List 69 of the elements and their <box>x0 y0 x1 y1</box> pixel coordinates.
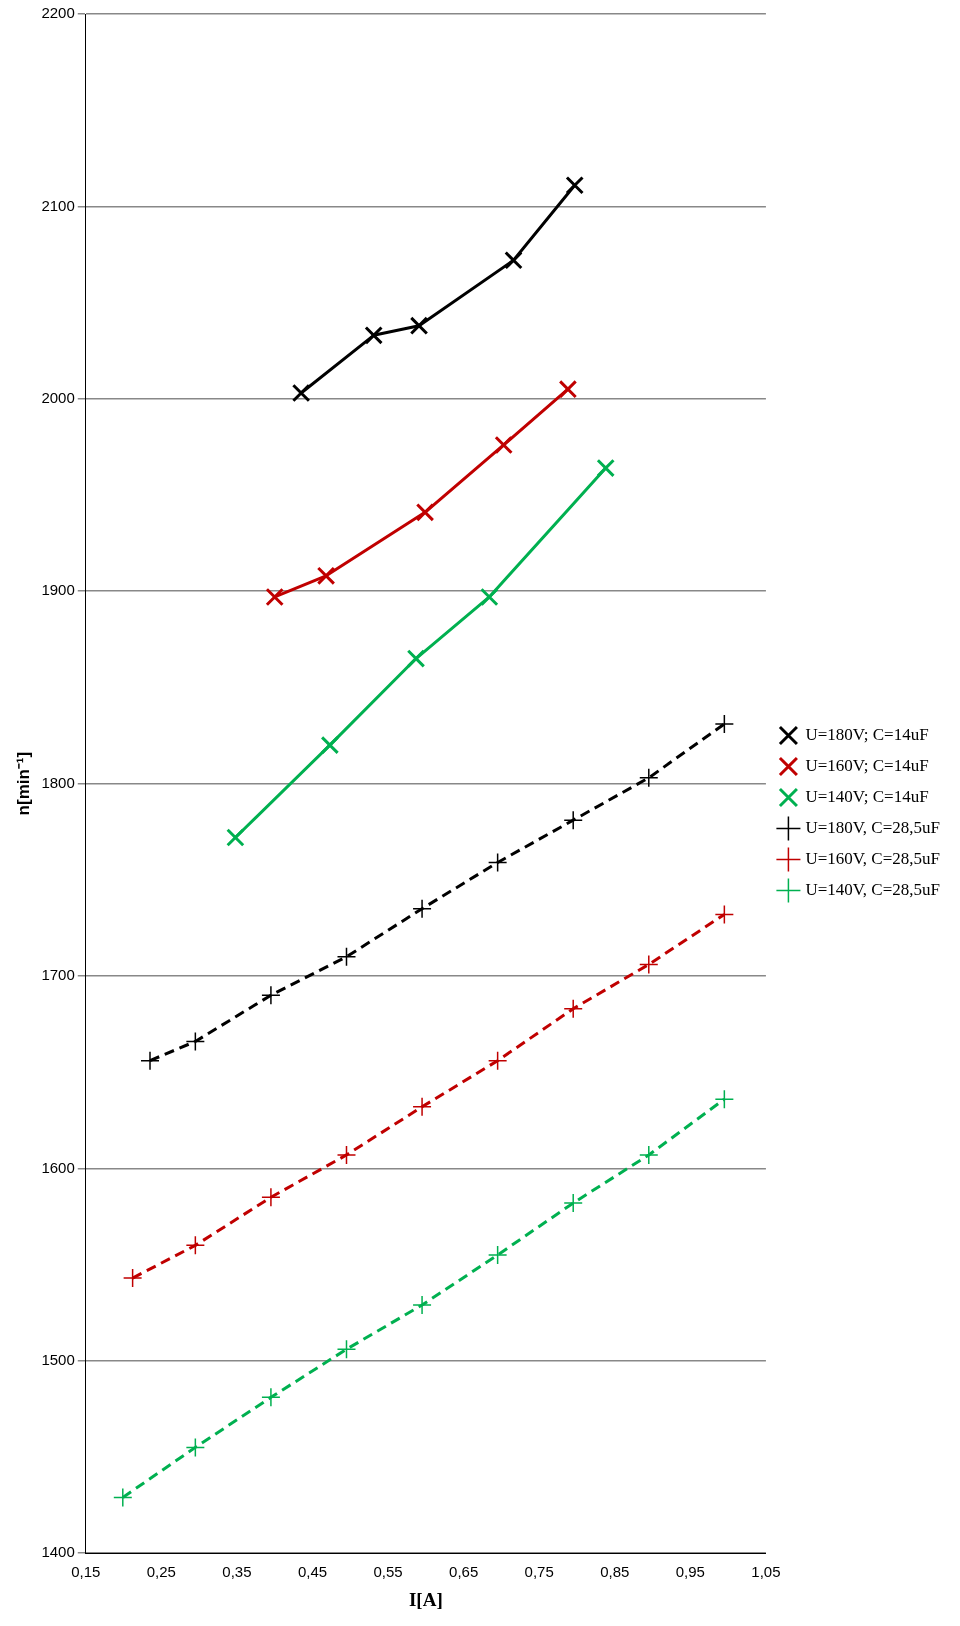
y-tick-label: 2100 <box>41 196 75 214</box>
y-tick-label: 1800 <box>41 773 75 791</box>
x-tick-label: 0,15 <box>71 1563 101 1581</box>
point <box>261 1187 281 1208</box>
point <box>480 587 499 607</box>
legend-label: U=160V; C=14uF <box>805 755 929 775</box>
point <box>714 1089 735 1109</box>
point <box>412 1295 432 1315</box>
x-tick-label: 0,75 <box>524 1563 554 1581</box>
legend-label: U=140V, C=28,5uF <box>805 879 941 899</box>
legend-label: U=180V, C=28,5uF <box>805 817 941 837</box>
point <box>596 458 615 478</box>
y-axis-title: n[min⁻¹] <box>13 751 33 816</box>
point <box>558 379 578 399</box>
point <box>261 1387 281 1408</box>
point <box>316 566 336 586</box>
x-axis-title: I[A] <box>408 1588 443 1610</box>
point <box>185 1235 206 1256</box>
point <box>406 649 426 668</box>
x-tick-label: 0,35 <box>222 1563 252 1581</box>
point <box>412 898 432 919</box>
point <box>140 1050 160 1071</box>
y-tick-label: 1700 <box>41 966 75 984</box>
y-tick-label: 1600 <box>41 1158 75 1176</box>
point <box>185 1031 206 1052</box>
point <box>563 810 583 830</box>
legend-label: U=140V; C=14uF <box>805 786 929 806</box>
x-tick-label: 0,85 <box>600 1563 630 1581</box>
legend-label: U=180V; C=14uF <box>805 724 929 744</box>
point <box>487 852 508 873</box>
y-tick-label: 1900 <box>41 581 75 599</box>
point <box>504 250 523 270</box>
point <box>185 1437 206 1458</box>
x-tick-label: 0,25 <box>146 1563 176 1581</box>
point <box>409 316 429 335</box>
point <box>415 503 435 522</box>
y-tick-label: 1400 <box>41 1543 75 1561</box>
point <box>494 435 513 455</box>
point <box>113 1487 133 1508</box>
legend-label: U=160V, C=28,5uF <box>805 848 941 868</box>
point <box>563 998 583 1019</box>
point <box>639 768 659 788</box>
x-tick-label: 0,65 <box>449 1563 479 1581</box>
x-tick-label: 0,45 <box>297 1563 328 1581</box>
point <box>336 1145 357 1165</box>
y-tick-label: 2000 <box>41 388 75 406</box>
point <box>639 1145 659 1165</box>
point <box>364 326 383 345</box>
point <box>261 985 281 1005</box>
point <box>565 175 584 195</box>
point <box>639 954 659 975</box>
point <box>714 904 735 925</box>
point <box>122 1268 143 1288</box>
x-tick-label: 0,55 <box>373 1563 403 1581</box>
point <box>487 1050 508 1071</box>
point <box>412 1097 432 1117</box>
point <box>487 1245 508 1265</box>
point <box>226 828 245 847</box>
point <box>320 735 340 755</box>
point <box>336 947 357 967</box>
point <box>714 714 735 734</box>
point <box>265 587 284 607</box>
point <box>336 1339 357 1360</box>
x-tick-label: 1,05 <box>751 1563 781 1581</box>
point <box>563 1193 583 1213</box>
point <box>291 383 311 403</box>
x-tick-label: 0,95 <box>675 1563 705 1581</box>
y-tick-label: 1500 <box>41 1350 75 1368</box>
y-tick-label: 2200 <box>41 4 75 22</box>
